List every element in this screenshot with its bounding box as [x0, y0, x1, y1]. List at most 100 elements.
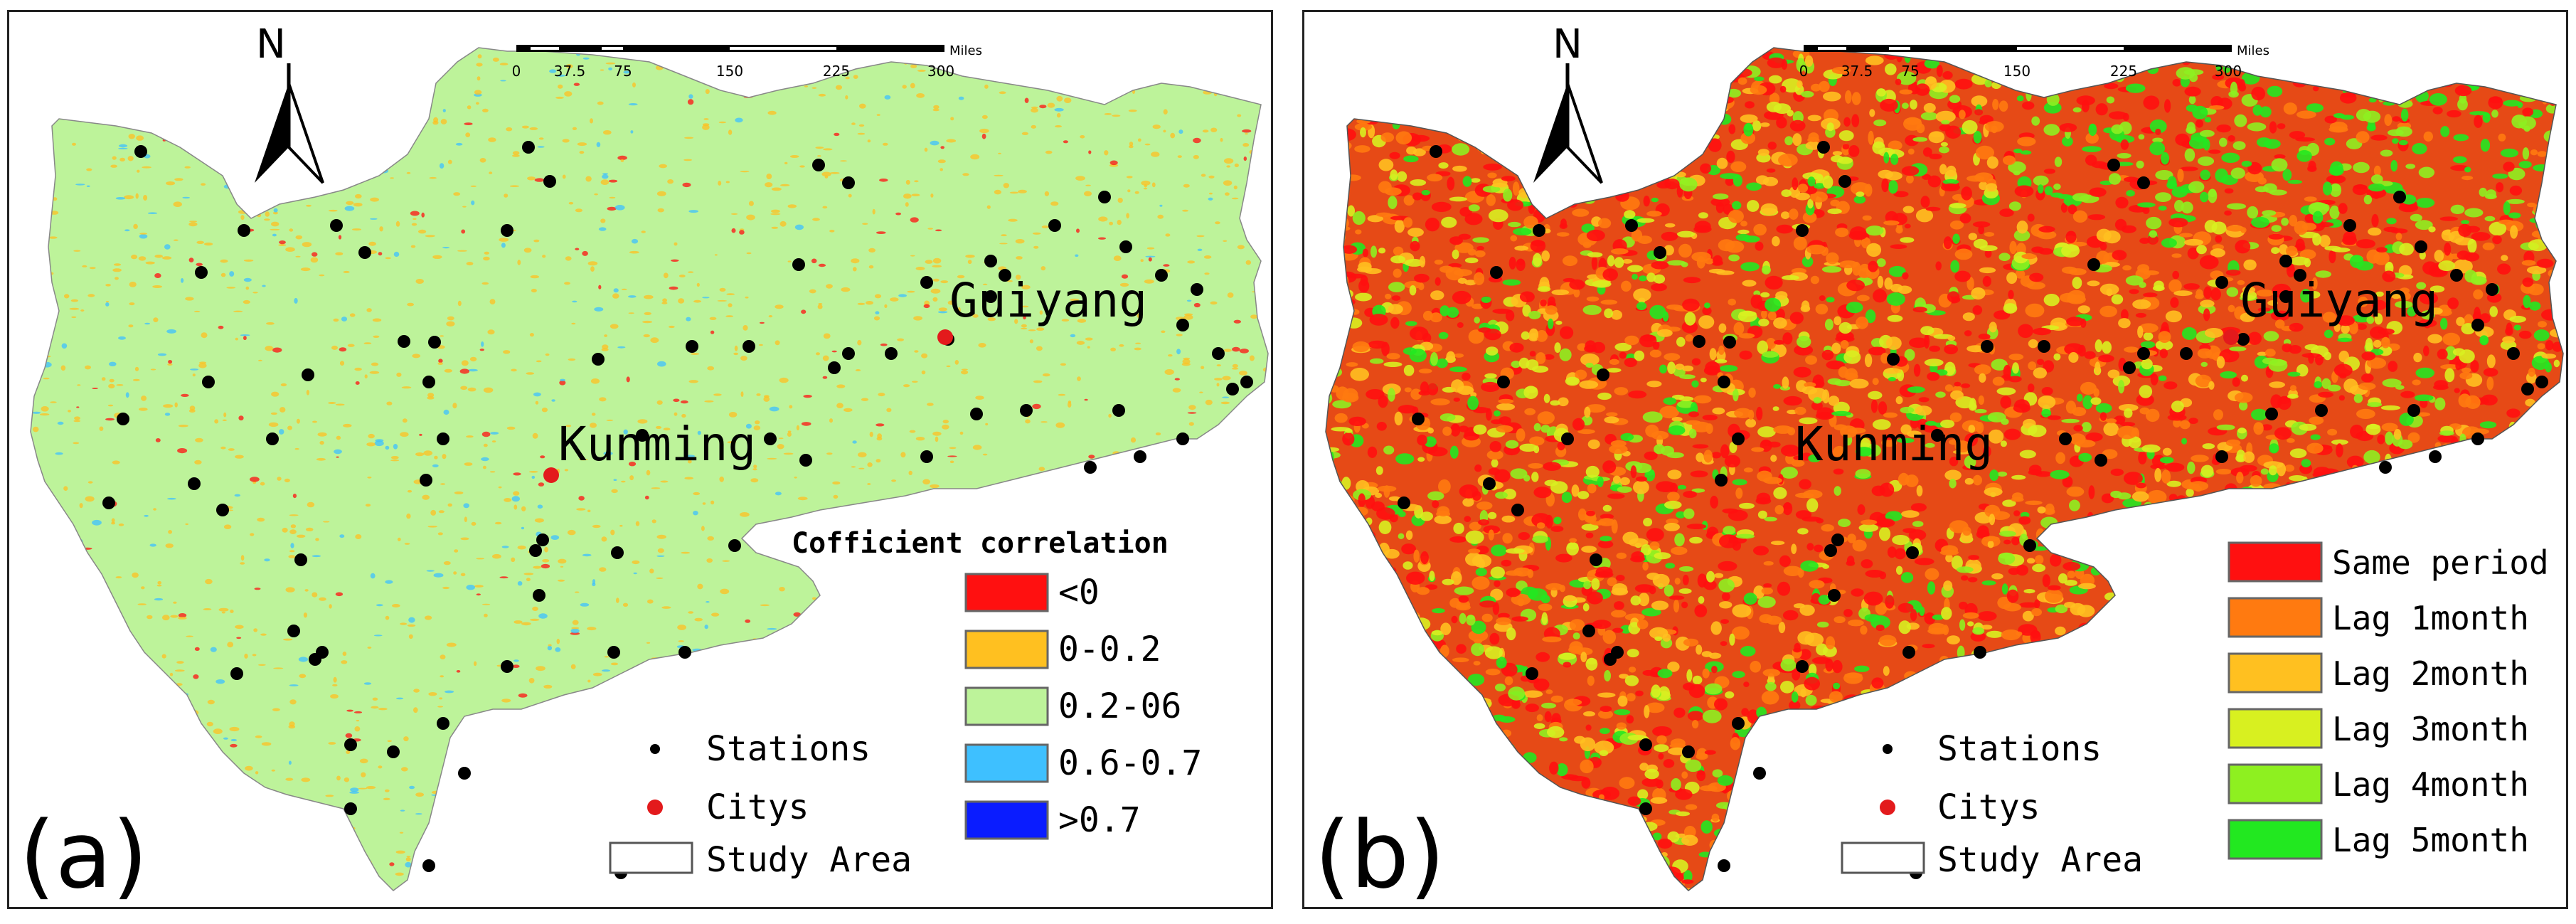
raster-cell [2301, 75, 2315, 83]
raster-cell [1451, 615, 1458, 624]
raster-cell [234, 169, 239, 174]
raster-cell [1194, 624, 1203, 628]
raster-cell [196, 262, 203, 266]
raster-cell [1237, 114, 1242, 117]
raster-cell [1910, 802, 1931, 809]
raster-cell [879, 179, 888, 182]
raster-cell [2541, 607, 2548, 617]
raster-cell [1826, 806, 1834, 814]
raster-cell [474, 90, 482, 95]
raster-cell [2424, 48, 2442, 55]
raster-cell [1230, 717, 1240, 723]
raster-cell [836, 384, 846, 388]
raster-cell [298, 657, 308, 662]
raster-cell [1151, 487, 1159, 492]
raster-cell [1098, 237, 1106, 240]
raster-cell [1406, 656, 1417, 667]
raster-cell [469, 356, 477, 362]
raster-cell [2290, 385, 2296, 391]
legend-swatch [964, 573, 1049, 612]
raster-cell [966, 58, 976, 64]
raster-cell [1550, 481, 1568, 494]
raster-cell [1253, 52, 1264, 58]
raster-cell [307, 175, 313, 181]
station-dot [287, 625, 300, 637]
raster-cell [274, 834, 283, 838]
raster-cell [2183, 706, 2192, 718]
raster-cell [1595, 825, 1605, 830]
raster-cell [594, 307, 604, 312]
raster-cell [1176, 827, 1185, 832]
raster-cell [2082, 784, 2089, 790]
raster-cell [1607, 107, 1613, 118]
raster-cell [188, 257, 194, 262]
raster-cell [1134, 854, 1141, 859]
raster-cell [294, 297, 298, 304]
raster-cell [765, 182, 773, 188]
raster-cell [1773, 384, 1782, 389]
raster-cell [1668, 103, 1683, 110]
raster-cell [2082, 100, 2090, 112]
raster-cell [1783, 395, 1802, 406]
raster-cell [1488, 829, 1499, 839]
raster-cell [376, 131, 380, 136]
raster-cell [300, 267, 311, 272]
raster-cell [73, 420, 81, 423]
raster-cell [2082, 395, 2093, 410]
raster-cell [2082, 146, 2102, 152]
raster-cell [2444, 368, 2455, 383]
raster-cell [728, 303, 733, 307]
raster-cell [136, 135, 144, 141]
raster-cell [366, 442, 376, 447]
raster-cell [1856, 764, 1875, 776]
raster-cell [1088, 625, 1095, 630]
raster-cell [454, 491, 464, 494]
raster-cell [1230, 90, 1235, 94]
raster-cell [679, 748, 689, 753]
raster-cell [911, 59, 917, 63]
raster-cell [907, 630, 915, 634]
raster-cell [1354, 123, 1373, 131]
raster-cell [935, 436, 939, 442]
raster-cell [1800, 752, 1817, 765]
raster-cell [2459, 524, 2475, 529]
raster-cell [1362, 634, 1381, 644]
raster-cell [1986, 670, 1999, 681]
raster-cell [714, 254, 718, 256]
raster-cell [1843, 783, 1853, 789]
raster-cell [363, 682, 372, 685]
raster-cell [439, 697, 443, 700]
raster-cell [1844, 712, 1858, 722]
raster-cell [1888, 265, 1906, 277]
raster-cell [1508, 221, 1521, 228]
raster-cell [193, 310, 201, 312]
raster-cell [319, 100, 324, 105]
raster-cell [425, 615, 432, 620]
raster-cell [1216, 383, 1220, 387]
raster-cell [1638, 593, 1650, 607]
raster-cell [266, 322, 275, 325]
raster-cell [1126, 176, 1133, 179]
raster-cell [2165, 462, 2185, 472]
raster-cell [138, 256, 147, 261]
raster-cell [373, 335, 380, 338]
raster-cell [1432, 49, 1449, 63]
raster-cell [981, 133, 986, 139]
raster-cell [1510, 235, 1518, 242]
station-dot [302, 368, 314, 381]
raster-cell [1234, 163, 1239, 168]
raster-cell [537, 504, 543, 509]
raster-cell [2199, 536, 2209, 545]
raster-cell [366, 308, 372, 312]
raster-cell [2146, 489, 2167, 504]
raster-cell [2060, 694, 2070, 703]
raster-cell [147, 615, 153, 620]
raster-cell [962, 173, 969, 176]
raster-cell [809, 632, 816, 637]
raster-cell [1110, 347, 1116, 351]
raster-cell [512, 154, 520, 157]
raster-cell [1513, 228, 1532, 236]
raster-cell [610, 529, 615, 536]
raster-cell [1689, 536, 1703, 544]
raster-cell [1569, 538, 1577, 543]
